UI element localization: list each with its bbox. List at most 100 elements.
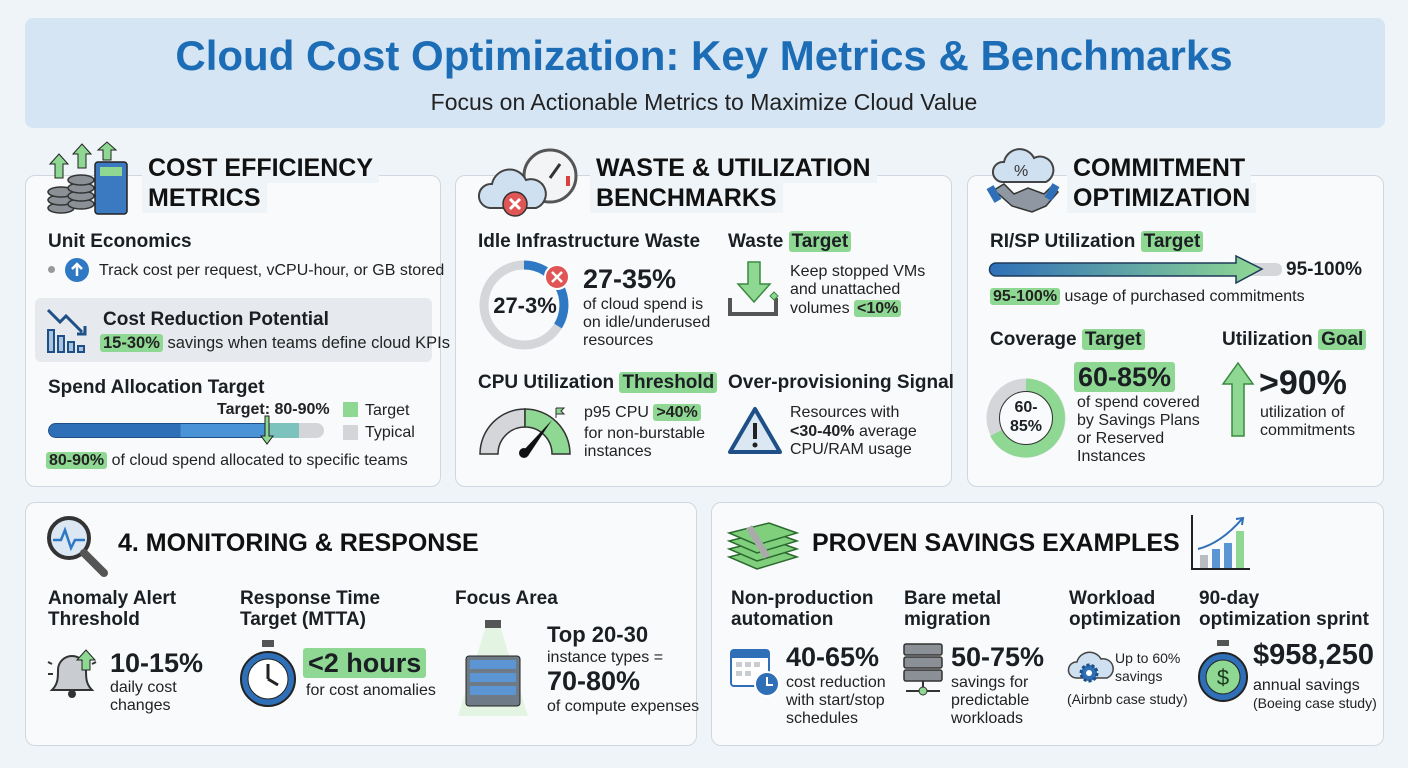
savings-heading: automation [731,609,834,630]
anomaly-line: daily cost [110,679,177,696]
anomaly-heading: Threshold [48,609,140,630]
arrow-up-circle-icon [65,258,89,282]
coverage-line: Instances [1077,448,1146,465]
page-title: Cloud Cost Optimization: Key Metrics & B… [175,32,1233,79]
server-spotlight-icon [458,620,528,716]
spend-allocation-value: 80-90% [46,452,108,469]
idle-waste-donut [479,260,570,350]
bullet [48,266,55,273]
savings-value: 50-75% [951,642,1045,672]
savings-line: cost reduction [786,674,886,691]
focus-mid: instance types = [547,649,664,666]
calendar-clock-icon [730,649,780,697]
idle-waste-value: 27-35% [583,264,677,294]
commitment-card [967,175,1384,487]
savings-heading: Workload [1069,588,1156,609]
savings-value: 40-65% [786,642,880,672]
stopwatch-dollar-icon: $ [1198,640,1248,702]
cpu-line: instances [584,443,652,460]
waste-target-line: Keep stopped VMs [790,263,926,280]
cpu-heading-hl: Threshold [619,372,718,393]
svg-text:$: $ [1217,665,1229,690]
coverage-value: 60-85% [1074,362,1176,392]
card-title: BENCHMARKS [590,183,783,213]
waste-target-heading-hl: Target [788,231,852,252]
waste-target-heading: Waste [728,231,784,252]
savings-line: savings [1115,668,1163,684]
stopwatch-icon [240,640,296,707]
utilization-line: commitments [1260,422,1356,439]
spend-allocation-heading: Spend Allocation Target [48,377,265,398]
cpu-value: >40% [653,404,701,421]
savings-line: with start/stop [786,692,885,709]
svg-text:%: % [1014,163,1028,180]
utilization-value: >90% [1259,364,1347,402]
response-heading: Response Time [240,588,381,609]
coverage-line: by Savings Plans [1077,412,1200,429]
card-title: METRICS [142,183,267,213]
overprov-line: Resources with [790,404,900,421]
bell-alert-icon [47,649,97,698]
risp-value: 95-100% [990,288,1061,305]
savings-line: predictable [951,692,1030,709]
overprov-heading: Over-provisioning Signal [728,372,954,393]
card-title: OPTIMIZATION [1067,183,1257,213]
overprov-line: CPU/RAM usage [790,441,912,458]
overprov-value: <30-40% [790,423,855,440]
cloud-gear-icon [1067,651,1114,683]
cpu-prefix: p95 CPU [584,404,649,421]
coins-calculator-icon [47,141,128,215]
risp-heading-hl: Target [1140,231,1204,252]
spend-allocation-text: of cloud spend allocated to specific tea… [111,452,408,469]
donut-label: 60- [1014,399,1038,416]
card-title: WASTE & UTILIZATION [590,153,877,183]
card-title: COST EFFICIENCY [142,153,380,183]
waste-utilization-card [455,175,952,487]
target-band [268,423,300,438]
coverage-heading: Coverage [990,329,1077,350]
coverage-line: or Reserved [1077,430,1165,447]
handshake-cloud-icon: % [986,148,1060,213]
chart-down-icon [46,308,87,353]
savings-line: workloads [951,710,1024,727]
savings-heading: Bare metal [904,588,1002,609]
server-rack-icon [903,643,943,696]
growth-chart-icon [1191,515,1250,570]
donut-label: 27-3% [493,293,557,318]
legend-target-swatch [343,402,358,417]
savings-line: savings for [951,674,1029,691]
focus-value: 70-80% [547,666,641,696]
coverage-line: of spend covered [1077,394,1200,411]
risp-text: usage of purchased commitments [1064,288,1305,305]
legend-typical-swatch [343,425,358,440]
risp-heading: RI/SP Utilization [990,231,1136,252]
donut-arc [990,378,1065,458]
cpu-line: for non-burstable [584,425,705,442]
savings-heading: 90-day [1199,588,1260,609]
savings-line: annual savings [1253,677,1360,694]
cost-reduction-value: 15-30% [100,334,163,352]
target-marker-label: Target: 80-90% [217,401,330,418]
idle-waste-heading: Idle Infrastructure Waste [478,231,701,252]
waste-target-line: and unattached [790,281,901,298]
response-heading: Target (MTTA) [240,609,366,630]
card-title: COMMITMENT [1067,153,1252,183]
coverage-heading-hl: Target [1081,329,1145,350]
focus-text: of compute expenses [547,698,700,715]
savings-value: Up to 60% [1115,650,1181,666]
savings-heading: optimization [1069,609,1181,630]
header-banner [25,18,1385,128]
warning-icon [728,407,782,454]
page-subtitle: Focus on Actionable Metrics to Maximize … [430,89,978,115]
savings-heading: Non-production [731,588,874,609]
coverage-donut [986,378,1066,458]
unit-economics-text: Track cost per request, vCPU-hour, or GB… [99,262,445,279]
target-marker-arrow-icon [260,415,274,445]
focus-top: Top 20-30 [547,622,649,647]
waste-target-value: <10% [854,300,902,317]
card-title: 4. MONITORING & RESPONSE [118,529,479,557]
cpu-heading: CPU Utilization [478,372,615,393]
anomaly-heading: Anomaly Alert [48,588,177,609]
anomaly-value: 10-15% [110,648,204,678]
anomaly-line: changes [110,697,171,714]
